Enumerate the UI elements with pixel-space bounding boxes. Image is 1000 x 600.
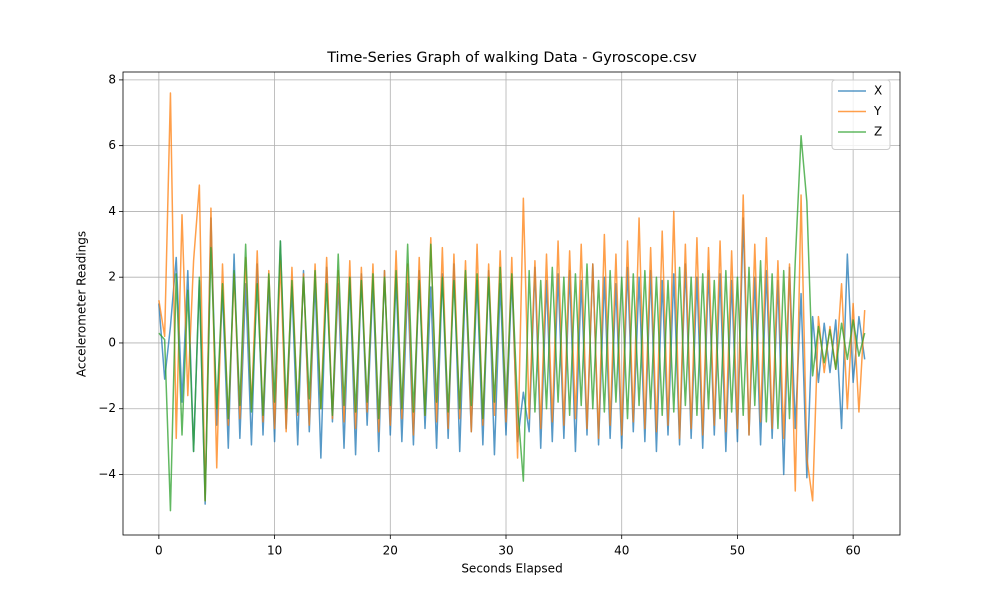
y-tick-label: 0 — [108, 335, 116, 349]
y-axis-label: Accelerometer Readings — [75, 231, 89, 377]
y-tick-label: 2 — [108, 270, 116, 284]
y-tick-label: −2 — [98, 401, 116, 415]
legend-label: X — [874, 84, 882, 98]
x-tick-label: 10 — [267, 544, 282, 558]
x-axis-label: Seconds Elapsed — [461, 562, 562, 576]
series-line — [158, 92, 866, 502]
legend-label: Y — [873, 104, 882, 118]
x-tick-label: 50 — [730, 544, 745, 558]
x-tick-label: 40 — [614, 544, 629, 558]
x-tick-label: 60 — [845, 544, 860, 558]
x-tick-label: 30 — [498, 544, 513, 558]
chart-title: Time-Series Graph of walking Data - Gyro… — [326, 50, 697, 66]
x-tick-label: 20 — [383, 544, 398, 558]
legend: XYZ — [831, 79, 891, 150]
plot-area — [158, 92, 866, 512]
ticks: 0 10 20 30 40 50 60 −4 −2 0 2 4 6 8 — [98, 72, 860, 557]
series-line — [158, 135, 866, 512]
y-tick-label: 4 — [108, 204, 116, 218]
x-tick-label: 0 — [155, 544, 163, 558]
y-tick-label: −4 — [98, 467, 116, 481]
legend-label: Z — [874, 125, 882, 139]
y-tick-label: 6 — [108, 138, 116, 152]
axes-frame — [122, 71, 901, 536]
y-tick-label: 8 — [108, 72, 116, 86]
